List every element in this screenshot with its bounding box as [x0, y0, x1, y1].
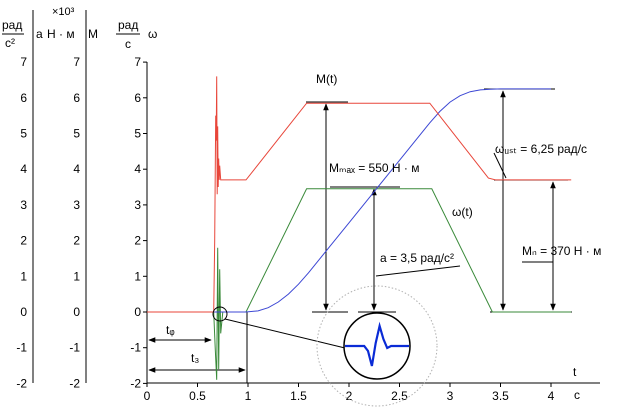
x-tick-label: 2 [346, 389, 353, 403]
y-tick-label: 4 [20, 162, 27, 176]
y-tick-label: 1 [134, 269, 141, 283]
a-axis-units-bottom: с² [5, 36, 15, 50]
a-axis-units-top: рад [2, 18, 22, 32]
zoom-lens [343, 312, 411, 380]
m-axis-multiplier: ×10³ [52, 6, 75, 18]
y-tick-label: 5 [20, 127, 27, 141]
y-tick-label: 6 [20, 91, 27, 105]
x-axis-label-top: t [573, 365, 577, 379]
x-tick-label: 4 [548, 389, 555, 403]
y-tick-label: 5 [134, 127, 141, 141]
x-tick-label: 1 [245, 389, 252, 403]
y-tick-label: -1 [16, 341, 27, 355]
omega-series-label: ω(t) [452, 205, 473, 219]
y-tick-label: 7 [73, 55, 80, 69]
y-tick-label: 7 [134, 55, 141, 69]
y-tick-label: 3 [20, 198, 27, 212]
m-axis-name: M [88, 27, 98, 41]
y-tick-label: 2 [73, 234, 80, 248]
omega-curve [147, 88, 551, 313]
zoom-source-circle [212, 306, 228, 322]
x-tick-label: 0 [144, 389, 151, 403]
y-tick-label: -1 [130, 341, 141, 355]
y-tick-label: 2 [134, 234, 141, 248]
torque-curve [147, 76, 572, 313]
x-tick-label: 2.5 [391, 389, 408, 403]
omega-set-leader [493, 152, 507, 179]
y-tick-label: 0 [134, 305, 141, 319]
y-tick-label: 7 [20, 55, 27, 69]
y-tick-label: 3 [73, 198, 80, 212]
t3-label: t₃ [191, 351, 199, 365]
tick-layer: -2 -1 0 1 2 3 4 5 6 7 -2 -1 0 1 2 3 4 5 6 7 -2 -1 0 1 2 3 4 5 6 7 0 0.5… [16, 55, 554, 403]
m-n-label: Mₙ = 370 Н · м [522, 244, 601, 258]
y-tick-label: 4 [73, 162, 80, 176]
accel-label: a = 3,5 рад/с² [380, 251, 454, 265]
x-axis-label-bottom: с [574, 388, 580, 402]
x-tick-label: 3.5 [492, 389, 509, 403]
zoom-outer-circle [316, 285, 438, 407]
omega-axis-name: ω [148, 27, 157, 41]
y-tick-label: 6 [73, 91, 80, 105]
y-tick-label: 1 [73, 269, 80, 283]
zoom-connector [224, 318, 346, 349]
y-tick-label: 0 [20, 305, 27, 319]
x-tick-label: 1.5 [290, 389, 307, 403]
x-tick-label: 0.5 [189, 389, 206, 403]
y-tick-label: 2 [20, 234, 27, 248]
y-tick-label: 4 [134, 162, 141, 176]
y-tick-label: 1 [20, 269, 27, 283]
omega-set-label: ωᵤₛₜ = 6,25 рад/с [495, 142, 587, 156]
acceleration-curve [147, 188, 572, 380]
y-tick-label: -2 [130, 376, 141, 390]
y-tick-label: -2 [16, 376, 27, 390]
y-tick-label: 6 [134, 91, 141, 105]
accel-leader [375, 265, 461, 277]
y-tick-label: 5 [73, 127, 80, 141]
m-series-label: M(t) [316, 72, 337, 86]
omega-axis-units-top: рад [118, 18, 138, 32]
zoom-inset-wave [345, 321, 409, 367]
m-axis-units: Н · м [47, 27, 75, 41]
y-tick-label: 3 [134, 198, 141, 212]
a-axis-name: a [36, 27, 43, 41]
x-tick-label: 3 [447, 389, 454, 403]
t-psi-label: tᵩ [166, 323, 175, 337]
m-max-label: Mₘₐₓ = 550 Н · м [329, 161, 420, 175]
y-tick-label: -1 [69, 341, 80, 355]
y-tick-label: -2 [69, 376, 80, 390]
omega-axis-units-bottom: с [125, 37, 131, 51]
y-tick-label: 0 [73, 305, 80, 319]
